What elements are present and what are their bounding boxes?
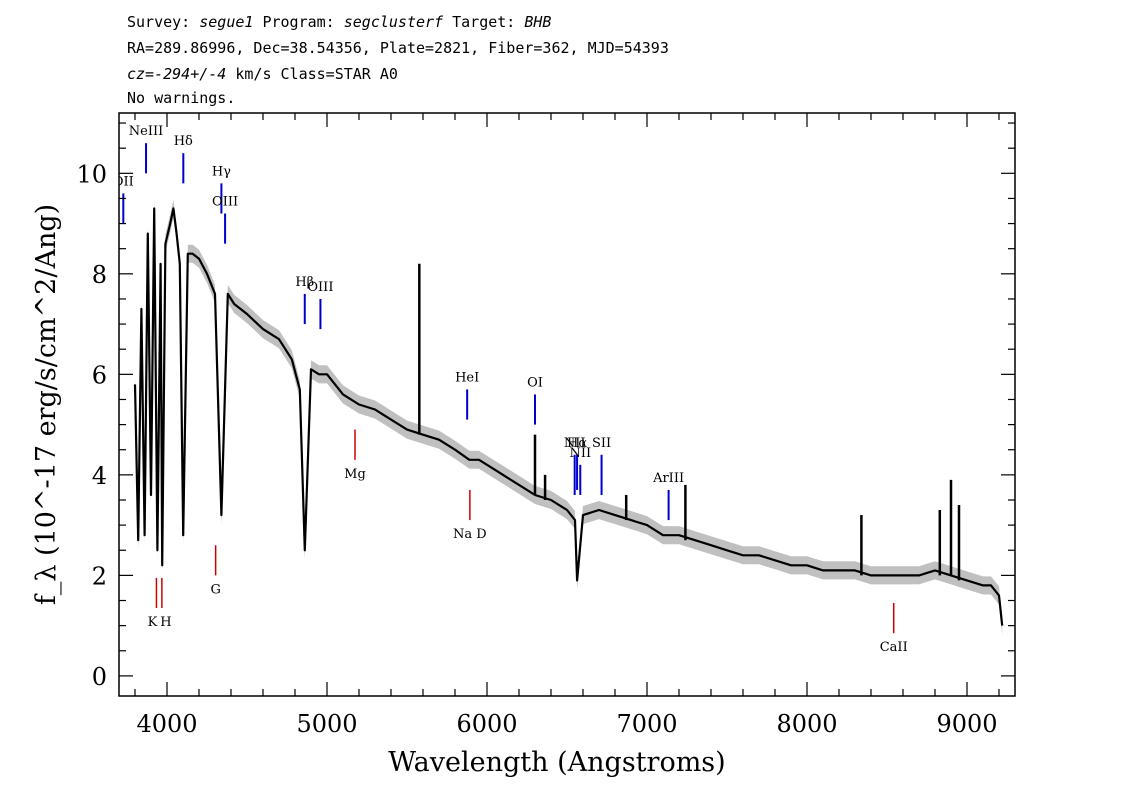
absorption-line-label-0: K: [148, 615, 158, 630]
emission-line-label-9: NII: [564, 436, 586, 451]
emission-line-label-2: Hδ: [174, 134, 193, 149]
header-line-redshift: cz=-294+/-4 km/s Class=STAR A0: [127, 64, 398, 84]
absorption-line-label-4: Na D: [453, 527, 487, 542]
emission-line-label-5: Hβ: [295, 275, 314, 290]
x-tick-label-3: 7000: [616, 710, 677, 738]
emission-line-label-8: OI: [527, 375, 543, 390]
emission-line-label-11: NII: [569, 446, 591, 461]
header-line-survey: Survey: segue1 Program: segclusterf Targ…: [127, 12, 551, 32]
x-axis-label: Wavelength (Angstroms): [388, 747, 725, 778]
emission-line-label-3: Hγ: [212, 164, 231, 179]
emission-line-label-4: OIII: [212, 195, 238, 210]
cz-class: km/s Class=STAR A0: [226, 65, 398, 83]
absorption-line-label-3: Mg: [344, 467, 366, 482]
program-label: Program:: [262, 13, 335, 31]
y-tick-label-2: 4: [92, 462, 107, 490]
emission-line-label-13: ArIII: [652, 471, 684, 486]
y-tick-label-4: 8: [92, 261, 107, 289]
target-value: BHB: [524, 13, 552, 31]
absorption-line-label-5: CaII: [880, 640, 908, 655]
error-band: [135, 199, 1003, 635]
y-tick-label-3: 6: [92, 361, 107, 389]
emission-line-label-6: OIII: [307, 280, 333, 295]
y-tick-label-0: 0: [92, 663, 107, 691]
cz-value: cz=-294+/-4: [127, 65, 227, 83]
program-value: segclusterf: [343, 13, 444, 31]
emission-line-label-0: OII: [113, 174, 134, 189]
emission-line-label-12: SII: [592, 436, 611, 451]
absorption-line-label-2: G: [210, 582, 220, 597]
x-tick-label-1: 5000: [296, 710, 357, 738]
x-tick-label-0: 4000: [136, 710, 197, 738]
y-tick-label-5: 10: [76, 160, 107, 188]
absorption-line-label-1: H: [160, 615, 171, 630]
header-line-warnings: No warnings.: [127, 89, 236, 107]
y-axis-label: f_λ (10^-17 erg/s/cm^2/Ang): [31, 204, 62, 605]
x-tick-label-4: 8000: [776, 710, 837, 738]
emission-line-label-7: HeI: [455, 370, 479, 385]
emission-line-label-10: Hα: [567, 436, 587, 451]
survey-label: Survey:: [127, 13, 191, 31]
emission-line-label-1: NeIII: [129, 124, 163, 139]
header-line-coordinates: RA=289.86996, Dec=38.54356, Plate=2821, …: [127, 39, 669, 57]
spectrum-line: [133, 207, 1004, 626]
x-tick-label-5: 9000: [936, 710, 997, 738]
y-tick-label-1: 2: [92, 562, 107, 590]
target-label: Target:: [452, 13, 516, 31]
plot-frame: [118, 112, 1016, 697]
survey-value: segue1: [199, 13, 254, 31]
x-tick-label-2: 6000: [456, 710, 517, 738]
